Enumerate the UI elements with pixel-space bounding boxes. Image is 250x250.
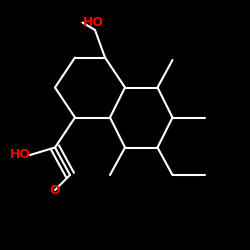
Text: O: O [50,184,60,196]
Text: HO: HO [82,16,103,29]
Text: HO: HO [10,148,31,162]
